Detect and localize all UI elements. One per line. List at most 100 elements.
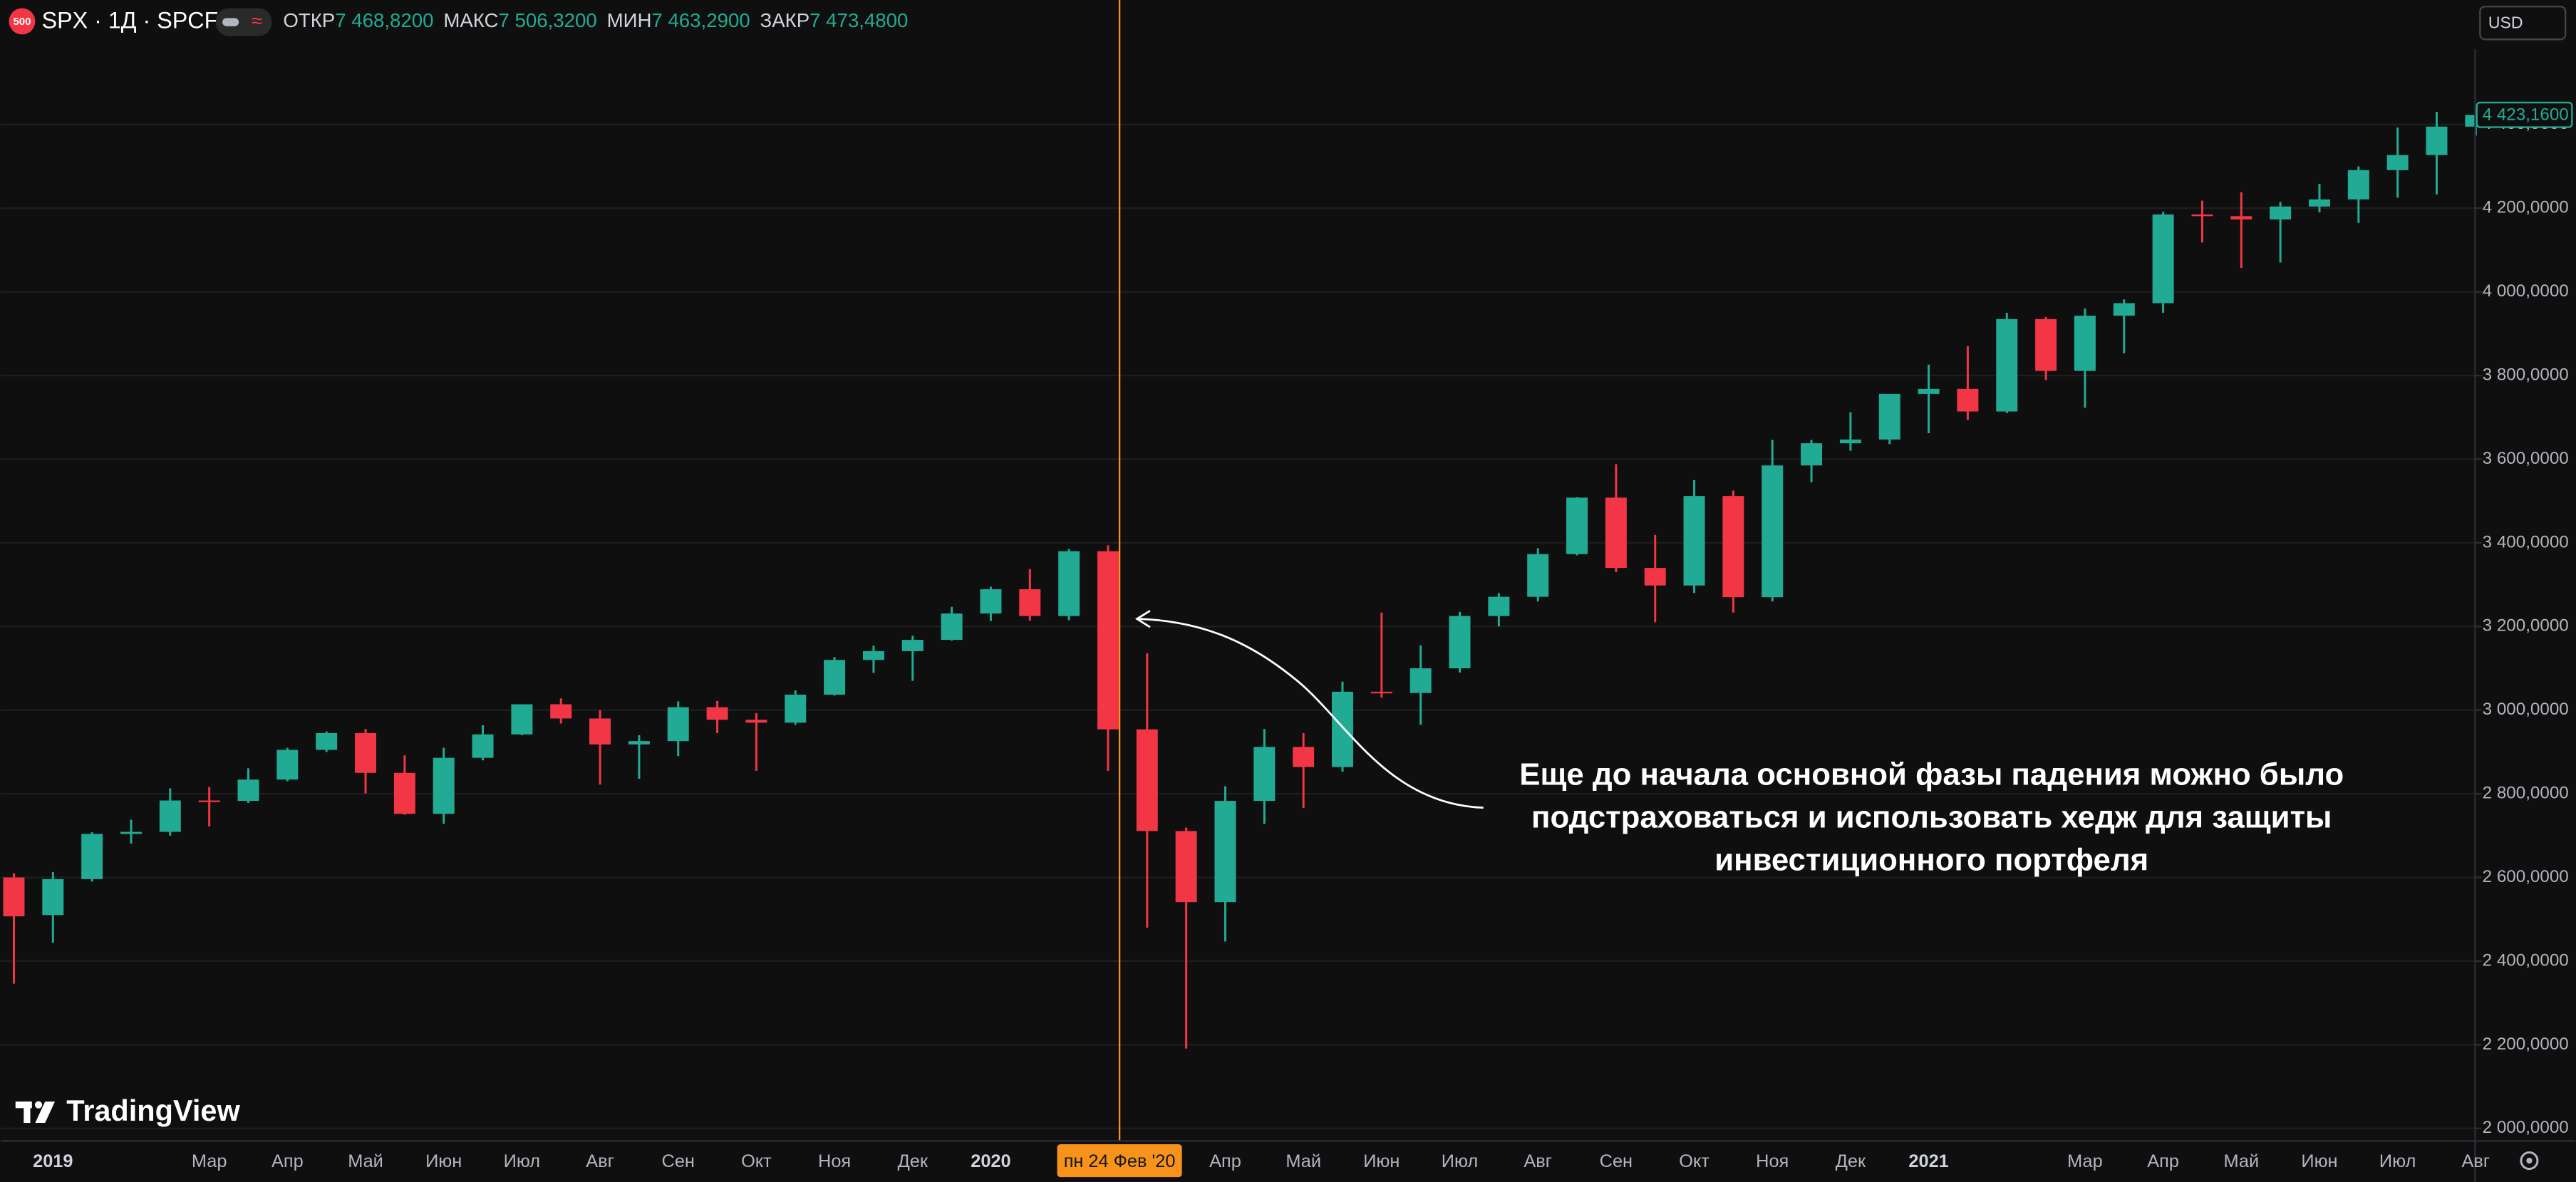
- annotation-arrow: [1137, 618, 1484, 809]
- candle-body: [862, 650, 884, 660]
- y-tick-label: 2 000,0000: [2483, 1118, 2569, 1137]
- candle-body: [2426, 126, 2448, 155]
- x-tick-label: Апр: [271, 1151, 304, 1171]
- settings-icon[interactable]: [2520, 1151, 2539, 1171]
- ohlc-value: 7 506,3200: [499, 9, 597, 31]
- x-tick-label: Ноя: [1756, 1151, 1789, 1171]
- candle-body: [667, 707, 689, 742]
- candle-body: [2191, 214, 2213, 217]
- x-tick-label: Дек: [1836, 1151, 1866, 1171]
- annotation-line: Еще до начала основной фазы падения можн…: [1519, 757, 2344, 792]
- x-tick-label: Мар: [192, 1151, 227, 1171]
- y-tick-label: 3 400,0000: [2483, 532, 2569, 551]
- x-tick-label: Авг: [2462, 1151, 2490, 1171]
- candle-body: [1722, 496, 1744, 598]
- candle-body: [276, 750, 299, 780]
- crosshair-label: пн 24 Фев '20: [1064, 1151, 1176, 1171]
- candle-body: [511, 704, 533, 735]
- candle-body: [81, 834, 103, 879]
- x-tick-label: 2019: [33, 1151, 73, 1171]
- currency: USD: [2488, 14, 2523, 32]
- candle-body: [355, 732, 376, 773]
- tv-logo: TradingView: [15, 1094, 240, 1127]
- candle-body: [3, 877, 25, 917]
- candle-body: [42, 878, 64, 916]
- candle-body: [745, 720, 767, 723]
- grid: [1, 123, 2476, 1129]
- candle-body: [2230, 216, 2252, 220]
- candle-body: [1488, 596, 1510, 616]
- candle-body: [198, 800, 220, 802]
- crosshair-label-box: [1057, 1144, 1182, 1178]
- candle-body: [628, 741, 650, 745]
- candle-body: [2152, 214, 2174, 304]
- ohlc-legend: ОТКР7 468,8200 МАКС7 506,3200 МИН7 463,290…: [283, 9, 908, 31]
- logo-badge: 500: [13, 16, 31, 28]
- x-tick-label: Июл: [1442, 1151, 1478, 1171]
- x-tick-label: Ноя: [818, 1151, 851, 1171]
- candle-body: [2309, 199, 2330, 207]
- toggle-icon: [222, 18, 239, 26]
- x-tick-label: Май: [1286, 1151, 1321, 1171]
- x-tick-label: 2020: [971, 1151, 1010, 1171]
- y-tick-label: 2 600,0000: [2483, 867, 2569, 886]
- candle-body: [393, 772, 415, 814]
- candle-body: [1058, 551, 1080, 616]
- ohlc-label: ОТКР: [283, 9, 335, 31]
- y-tick-label: 4 000,0000: [2483, 281, 2569, 301]
- brand: TradingView: [66, 1094, 240, 1127]
- symbol-title[interactable]: SPX · 1Д · SPCFD: [42, 8, 235, 33]
- x-tick-label: Июл: [504, 1151, 540, 1171]
- ohlc-label: МИН: [607, 9, 652, 31]
- candle-body: [785, 694, 807, 723]
- currency-selector[interactable]: [2479, 6, 2567, 41]
- toggle-pill[interactable]: [215, 8, 272, 36]
- logo-shape: [35, 1101, 56, 1124]
- ohlc-label: ЗАКР: [760, 9, 810, 31]
- candle-body: [550, 704, 572, 719]
- x-tick-label: Апр: [2147, 1151, 2179, 1171]
- x-tick-label: Июн: [425, 1151, 462, 1171]
- ohlc-label: МАКС: [443, 9, 498, 31]
- x-tick-label: Авг: [1524, 1151, 1552, 1171]
- ohlc-value: 7 468,8200: [335, 9, 433, 31]
- x-tick-label: 2021: [1908, 1151, 1948, 1171]
- x-tick-label: Окт: [741, 1151, 772, 1171]
- candle-body: [1996, 318, 2018, 412]
- x-tick-label: Июн: [2301, 1151, 2337, 1171]
- settings-icon-core: [2526, 1157, 2533, 1164]
- x-tick-label: Дек: [898, 1151, 929, 1171]
- candle-body: [1332, 691, 1353, 767]
- x-tick-label: Апр: [1209, 1151, 1241, 1171]
- candle-body: [1801, 443, 1823, 466]
- candle-body: [706, 707, 728, 720]
- candle-body: [237, 779, 259, 802]
- candle-body: [2386, 155, 2409, 170]
- candle-body: [824, 660, 846, 695]
- candle-body: [1097, 551, 1119, 730]
- symbol-logo[interactable]: [9, 8, 36, 35]
- candle-body: [2113, 303, 2135, 316]
- logo-shape: [34, 1101, 43, 1109]
- candle-body: [1214, 801, 1236, 903]
- y-tick-label: 2 400,0000: [2483, 950, 2569, 970]
- annotation: Еще до начала основной фазы падения можн…: [1519, 757, 2344, 877]
- candle-body: [1566, 497, 1588, 554]
- candle-body: [1957, 388, 1979, 412]
- y-tick-label: 3 200,0000: [2483, 616, 2569, 636]
- candle-body: [1449, 616, 1471, 668]
- candle-body: [2347, 170, 2369, 199]
- candle-body: [1683, 496, 1705, 586]
- candle-body: [941, 613, 963, 641]
- y-tick-label: 4 200,0000: [2483, 198, 2569, 217]
- candle-body: [1839, 439, 1861, 444]
- x-tick-label: Мар: [2067, 1151, 2103, 1171]
- ohlc-value: 7 473,4800: [809, 9, 908, 31]
- annotation-line: подстраховаться и использовать хедж для …: [1531, 799, 2332, 834]
- x-tick-label: Май: [2223, 1151, 2259, 1171]
- candle-body: [1136, 729, 1158, 831]
- x-tick-label: Сен: [1600, 1151, 1633, 1171]
